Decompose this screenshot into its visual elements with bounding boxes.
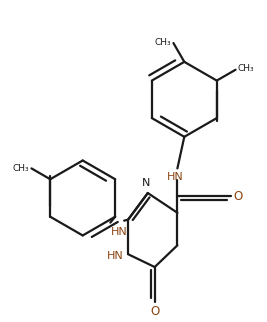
- Text: CH₃: CH₃: [238, 64, 254, 73]
- Text: HN: HN: [167, 172, 184, 182]
- Text: N: N: [142, 178, 150, 188]
- Text: CH₃: CH₃: [13, 164, 29, 173]
- Text: HN: HN: [106, 251, 123, 261]
- Text: O: O: [234, 190, 243, 203]
- Text: HN: HN: [111, 227, 128, 237]
- Text: O: O: [150, 306, 159, 318]
- Text: CH₃: CH₃: [155, 38, 171, 47]
